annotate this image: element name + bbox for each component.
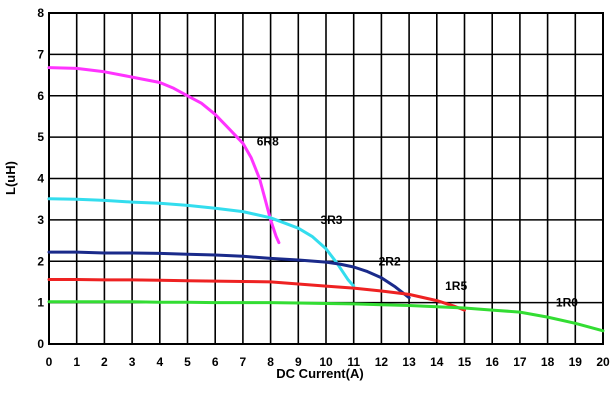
x-tick-label: 20 <box>596 355 610 369</box>
y-tick-label: 1 <box>37 296 44 310</box>
x-tick-label: 18 <box>541 355 555 369</box>
y-axis-title: L(uH) <box>3 161 18 195</box>
y-tick-label: 0 <box>37 337 44 351</box>
x-tick-label: 8 <box>267 355 274 369</box>
x-tick-label: 2 <box>101 355 108 369</box>
x-tick-label: 5 <box>184 355 191 369</box>
series-line-3r3 <box>47 197 356 288</box>
series-labels: 6R8 3R3 2R2 1R5 1R0 <box>257 134 578 309</box>
x-tick-label: 10 <box>319 355 333 369</box>
x-tick-label: 0 <box>46 355 53 369</box>
x-tick-label: 16 <box>486 355 500 369</box>
x-tick-label: 12 <box>375 355 389 369</box>
x-tick-label: 11 <box>347 355 360 369</box>
series-label-2r2: 2R2 <box>379 254 401 268</box>
x-tick-label: 3 <box>129 355 136 369</box>
y-tick-label: 2 <box>37 254 44 268</box>
series-label-1r0: 1R0 <box>556 296 578 310</box>
y-tick-label: 5 <box>37 130 44 144</box>
y-tick-label: 8 <box>37 6 44 20</box>
tick-labels: 0 1 2 3 4 5 6 7 8 9 10 11 12 13 14 15 16 17 18 19 2001234567… <box>37 6 610 369</box>
x-tick-label: 7 <box>240 355 247 369</box>
series-line-1r5 <box>47 278 466 312</box>
y-tick-label: 4 <box>37 172 44 186</box>
x-axis-title: DC Current(A) <box>276 366 363 381</box>
x-tick-label: 15 <box>458 355 472 369</box>
series-label-6r8: 6R8 <box>257 134 279 148</box>
x-tick-label: 9 <box>295 355 302 369</box>
series-label-1r5: 1R5 <box>445 279 467 293</box>
grid-lines <box>48 12 604 345</box>
series-line-1r0 <box>47 300 605 333</box>
x-tick-label: 17 <box>513 355 527 369</box>
series-lines <box>47 66 605 333</box>
x-tick-label: 1 <box>73 355 80 369</box>
x-tick-label: 14 <box>430 355 444 369</box>
y-tick-label: 7 <box>37 47 44 61</box>
x-tick-label: 6 <box>212 355 219 369</box>
series-line-6r8 <box>47 66 281 245</box>
y-tick-label: 6 <box>37 89 44 103</box>
series-label-3r3: 3R3 <box>320 213 342 227</box>
series-line-2r2 <box>47 250 411 300</box>
x-tick-label: 13 <box>402 355 416 369</box>
x-tick-label: 19 <box>569 355 583 369</box>
y-tick-label: 3 <box>37 213 44 227</box>
plot-border <box>48 12 604 345</box>
x-tick-label: 4 <box>156 355 163 369</box>
